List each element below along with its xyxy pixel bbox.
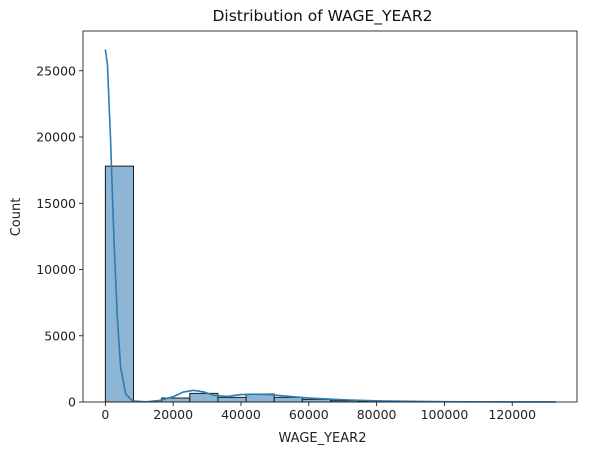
x-tick-label: 80000 xyxy=(357,407,397,422)
x-axis-label: WAGE_YEAR2 xyxy=(279,431,367,446)
x-tick-label: 20000 xyxy=(153,407,193,422)
x-tick-label: 100000 xyxy=(421,407,469,422)
histogram-bar xyxy=(104,165,135,403)
chart-title: Distribution of WAGE_YEAR2 xyxy=(212,7,432,26)
y-tick-label: 10000 xyxy=(36,262,76,277)
plot-frame xyxy=(82,30,578,403)
kde-curve xyxy=(104,49,556,403)
x-tick-label: 120000 xyxy=(488,407,536,422)
y-axis-label: Count xyxy=(9,198,24,237)
x-tick-label: 0 xyxy=(101,407,109,422)
y-axis-ticks: 0 5000 10000 15000 20000 25000 xyxy=(36,63,83,410)
y-tick-label: 0 xyxy=(68,395,76,410)
x-tick-label: 60000 xyxy=(289,407,329,422)
histogram-bar xyxy=(273,396,303,403)
histogram-bar xyxy=(217,396,247,403)
y-tick-label: 15000 xyxy=(36,196,76,211)
y-tick-label: 5000 xyxy=(44,328,76,343)
x-axis-ticks: 0 20000 40000 60000 80000 100000 120000 xyxy=(101,402,536,422)
y-tick-label: 25000 xyxy=(36,63,76,78)
y-tick-label: 20000 xyxy=(36,130,76,145)
x-tick-label: 40000 xyxy=(221,407,261,422)
